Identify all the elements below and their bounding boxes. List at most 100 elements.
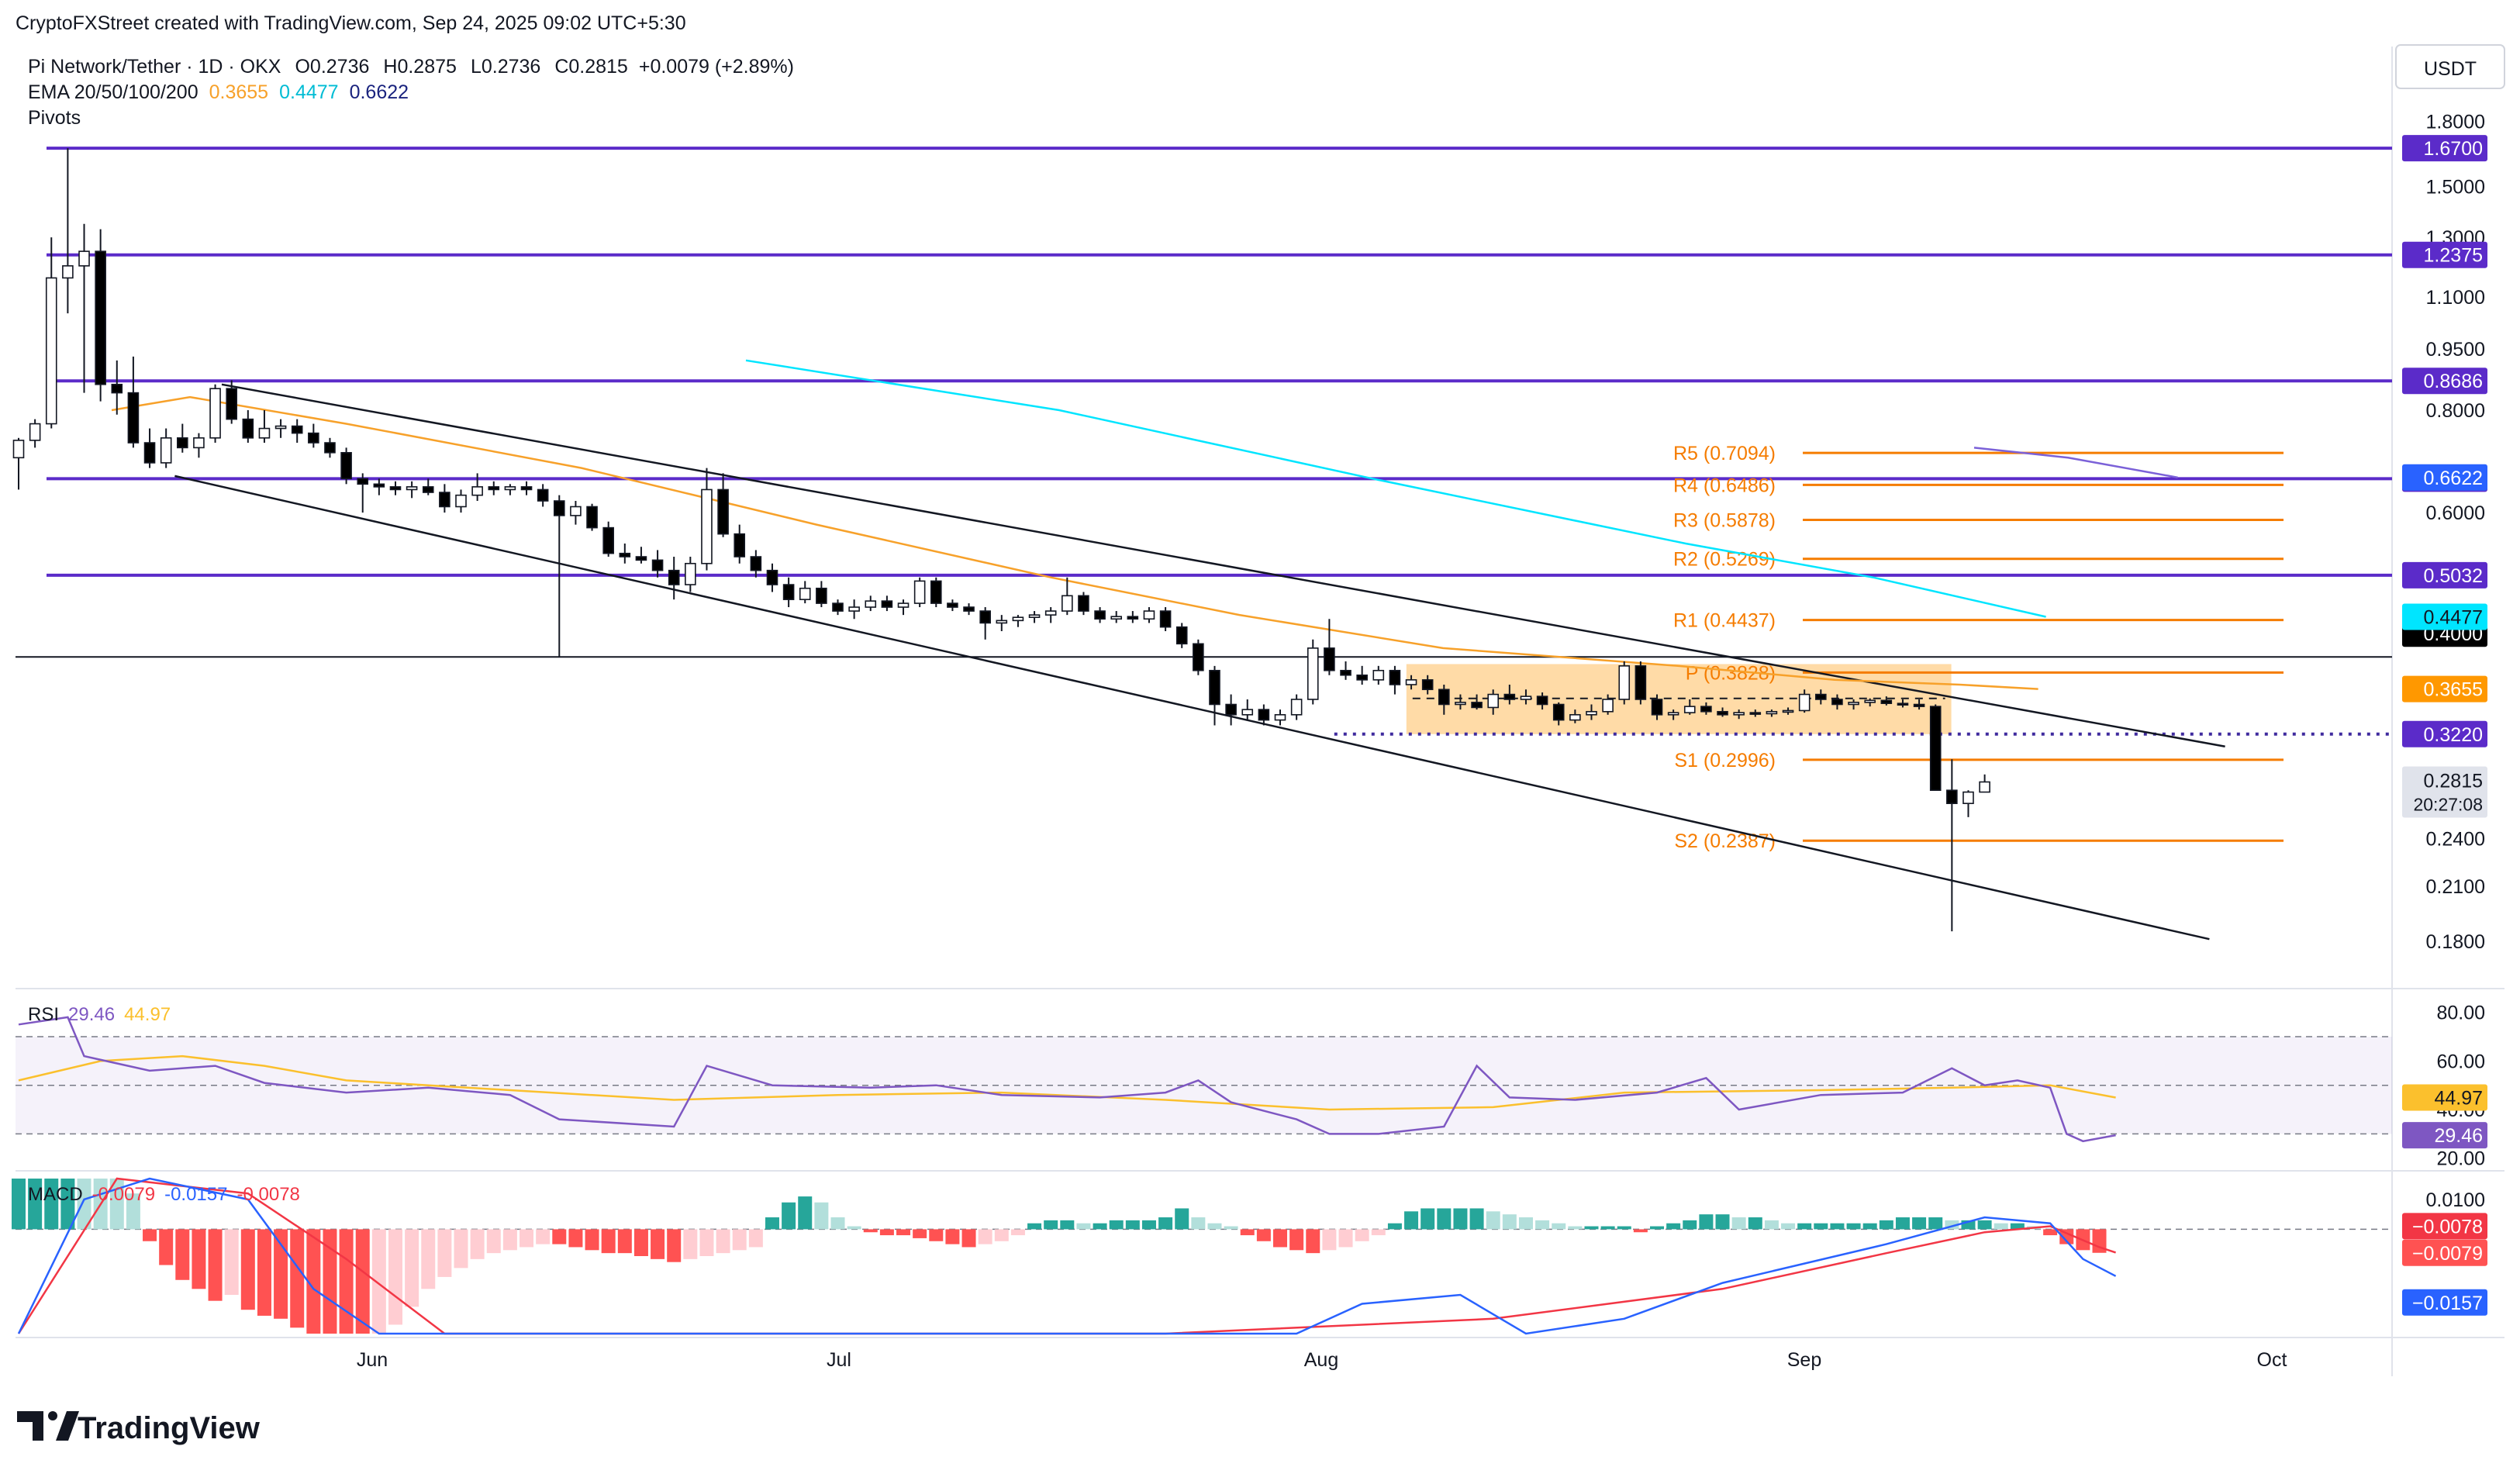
candle[interactable] <box>1586 710 1597 716</box>
candle[interactable] <box>1110 616 1123 620</box>
candle[interactable] <box>160 437 172 464</box>
candle[interactable] <box>1159 610 1172 628</box>
candle[interactable] <box>308 432 319 444</box>
candle[interactable] <box>602 526 614 554</box>
candle[interactable] <box>1340 669 1351 676</box>
candle[interactable] <box>1651 699 1663 716</box>
candle[interactable] <box>1487 693 1499 709</box>
candle[interactable] <box>504 486 516 491</box>
candle[interactable] <box>570 506 582 516</box>
candle[interactable] <box>553 500 565 516</box>
candle[interactable] <box>1258 709 1270 721</box>
candle[interactable] <box>1455 702 1466 706</box>
candle[interactable] <box>111 384 123 394</box>
candle[interactable] <box>1193 643 1204 671</box>
candle[interactable] <box>1274 714 1286 721</box>
candle[interactable] <box>471 486 483 496</box>
candle[interactable] <box>1798 693 1811 712</box>
candle[interactable] <box>1405 679 1417 685</box>
candle[interactable] <box>1503 693 1516 700</box>
candle[interactable] <box>29 423 41 441</box>
candle[interactable] <box>143 442 156 464</box>
candle[interactable] <box>865 600 877 608</box>
candle[interactable] <box>193 437 205 449</box>
candle[interactable] <box>95 250 106 385</box>
candle[interactable] <box>685 562 696 585</box>
macd-pane[interactable] <box>12 1177 2392 1335</box>
candle[interactable] <box>1635 665 1647 700</box>
candle[interactable] <box>1389 669 1401 685</box>
candle[interactable] <box>881 600 893 608</box>
candle[interactable] <box>291 425 303 434</box>
candle[interactable] <box>1602 699 1614 713</box>
candle[interactable] <box>1700 706 1712 713</box>
candle[interactable] <box>1864 699 1876 703</box>
candle[interactable] <box>226 388 237 420</box>
candle[interactable] <box>1749 712 1762 715</box>
candle[interactable] <box>1897 702 1909 706</box>
candle[interactable] <box>1438 689 1450 706</box>
currency-button-bg[interactable] <box>2395 44 2505 89</box>
candle[interactable] <box>373 483 385 488</box>
candle[interactable] <box>340 451 352 480</box>
candle[interactable] <box>520 486 533 491</box>
candle[interactable] <box>1290 699 1303 716</box>
candle[interactable] <box>455 494 467 508</box>
candle[interactable] <box>1143 610 1155 620</box>
candle[interactable] <box>1815 693 1827 700</box>
candle[interactable] <box>1127 616 1139 620</box>
candle[interactable] <box>701 488 713 564</box>
candle[interactable] <box>1618 665 1631 700</box>
candle[interactable] <box>177 437 188 449</box>
candle[interactable] <box>1831 699 1843 706</box>
rsi-pane[interactable] <box>16 1016 2392 1143</box>
candle[interactable] <box>816 587 827 604</box>
candle[interactable] <box>389 486 402 491</box>
candle[interactable] <box>209 388 221 439</box>
candle[interactable] <box>1766 710 1778 715</box>
candle[interactable] <box>422 486 434 493</box>
candle[interactable] <box>1225 703 1237 716</box>
currency-button[interactable]: USDT <box>2424 58 2477 80</box>
candle[interactable] <box>439 492 450 508</box>
candle[interactable] <box>913 580 926 604</box>
candle[interactable] <box>717 488 729 535</box>
candle[interactable] <box>947 602 958 608</box>
candle[interactable] <box>1307 647 1319 700</box>
candle[interactable] <box>1044 610 1057 616</box>
candle[interactable] <box>832 602 844 612</box>
candle[interactable] <box>12 440 25 459</box>
candle[interactable] <box>1913 703 1925 707</box>
candle[interactable] <box>1782 709 1794 713</box>
channel-lower-trendline[interactable] <box>174 475 2210 941</box>
candle[interactable] <box>1372 669 1385 681</box>
candle[interactable] <box>1012 616 1024 622</box>
candle[interactable] <box>1094 610 1106 620</box>
candle[interactable] <box>1569 714 1581 721</box>
candle[interactable] <box>1520 696 1532 700</box>
candle[interactable] <box>1552 703 1565 721</box>
candle[interactable] <box>1929 706 1942 792</box>
candle[interactable] <box>1028 614 1041 619</box>
candle[interactable] <box>930 580 942 604</box>
candle[interactable] <box>1733 712 1745 716</box>
candle[interactable] <box>406 486 418 491</box>
candle[interactable] <box>1946 789 1958 805</box>
candle[interactable] <box>324 442 336 454</box>
candle[interactable] <box>979 610 991 624</box>
candle[interactable] <box>1471 702 1483 709</box>
candle[interactable] <box>799 587 811 600</box>
candle[interactable] <box>734 533 746 557</box>
candle[interactable] <box>963 606 975 612</box>
candle[interactable] <box>1717 710 1728 716</box>
candle[interactable] <box>1979 781 1990 793</box>
candle[interactable] <box>274 425 287 430</box>
candle[interactable] <box>537 488 549 502</box>
candle[interactable] <box>1421 679 1434 691</box>
candle[interactable] <box>1062 595 1073 612</box>
candle[interactable] <box>1962 791 1974 805</box>
candle[interactable] <box>635 556 647 561</box>
candle[interactable] <box>848 606 860 612</box>
candle[interactable] <box>1078 595 1089 612</box>
candle[interactable] <box>1356 674 1368 681</box>
